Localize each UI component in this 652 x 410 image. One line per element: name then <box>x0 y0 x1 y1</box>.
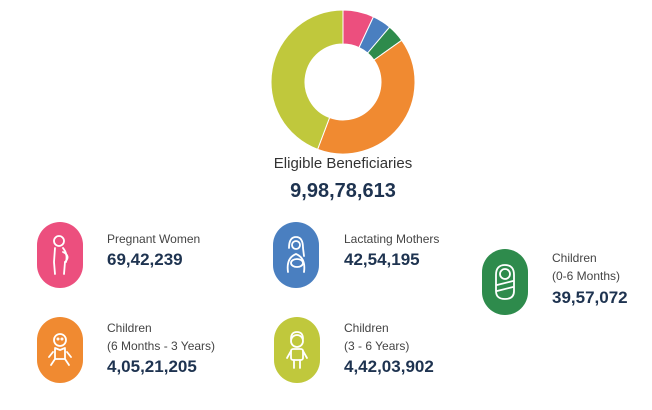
card-label: Pregnant Women <box>107 232 201 246</box>
card-value: 39,57,072 <box>552 288 628 307</box>
child-icon <box>274 317 320 383</box>
card-value: 4,42,03,902 <box>344 357 434 376</box>
beneficiaries-donut-chart <box>270 9 416 155</box>
card-value: 4,05,21,205 <box>107 357 197 376</box>
card-sublabel: (6 Months - 3 Years) <box>107 339 216 353</box>
pregnant-woman-icon <box>37 222 83 288</box>
total-beneficiaries-value: 9,98,78,613 <box>290 180 396 202</box>
card-value: 42,54,195 <box>344 250 420 269</box>
toddler-icon <box>37 317 83 383</box>
card-label: Children <box>552 251 597 265</box>
infant-icon <box>482 249 528 315</box>
card-label: Children <box>107 321 152 335</box>
donut-slice-children-3-6-years <box>270 9 344 151</box>
card-sublabel: (3 - 6 Years) <box>344 339 410 353</box>
lactating-mother-icon <box>273 222 319 288</box>
card-label: Lactating Mothers <box>344 232 440 246</box>
card-sublabel: (0-6 Months) <box>552 269 621 283</box>
card-label: Children <box>344 321 389 335</box>
donut-slice-children-6-months-3-years <box>316 39 416 155</box>
card-value: 69,42,239 <box>107 250 183 269</box>
chart-title: Eligible Beneficiaries <box>273 155 413 172</box>
